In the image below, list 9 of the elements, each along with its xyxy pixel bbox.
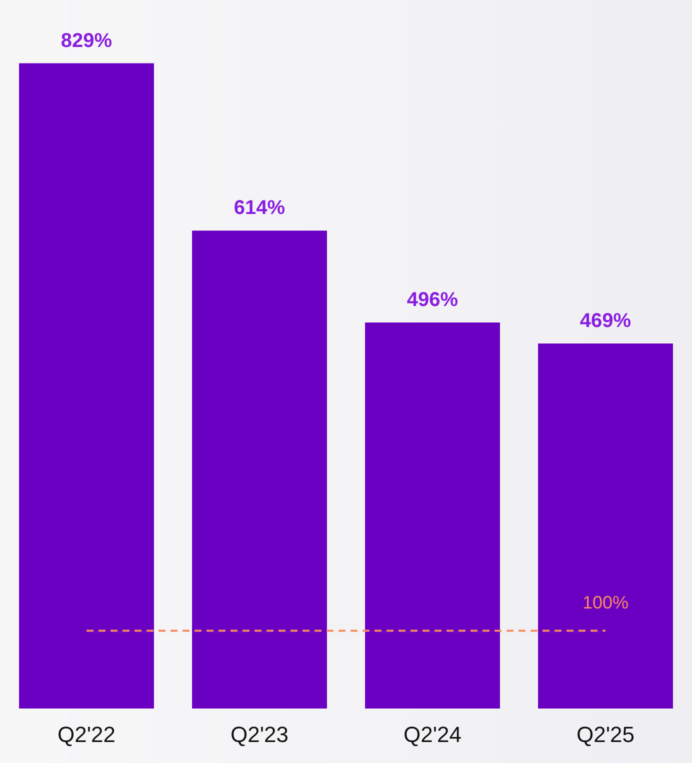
x-tick-label: Q2'25 <box>576 722 635 747</box>
data-label: 829% <box>60 30 112 52</box>
data-label: 614% <box>234 197 286 220</box>
data-label: 469% <box>580 310 632 332</box>
data-label: 496% <box>406 289 458 312</box>
ref-line-label: 100% <box>582 592 629 613</box>
x-tick-label: Q2'24 <box>403 722 462 747</box>
x-tick-label: Q2'23 <box>230 722 289 747</box>
x-tick-label: Q2'22 <box>57 722 116 747</box>
